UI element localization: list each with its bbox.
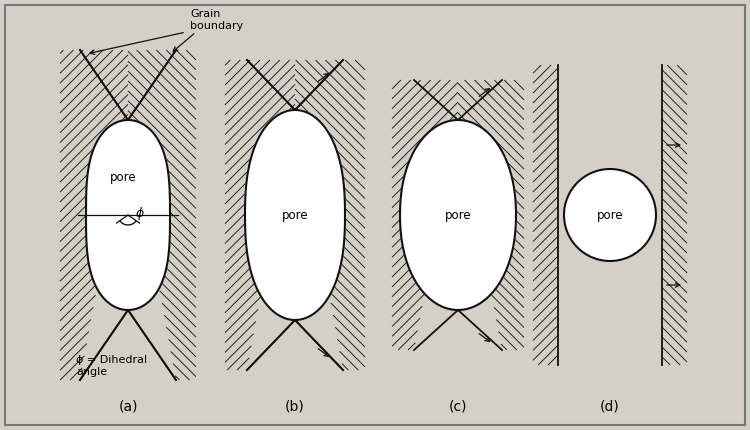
Text: ϕ: ϕ <box>136 206 144 219</box>
Text: pore: pore <box>282 209 308 221</box>
Polygon shape <box>245 110 345 320</box>
Text: (d): (d) <box>600 400 619 414</box>
Polygon shape <box>392 80 458 350</box>
Text: pore: pore <box>597 209 623 221</box>
Circle shape <box>564 169 656 261</box>
Text: ϕ = Dihedral
angle: ϕ = Dihedral angle <box>76 355 147 377</box>
Polygon shape <box>128 50 196 380</box>
Polygon shape <box>86 120 170 310</box>
Polygon shape <box>400 120 516 310</box>
Polygon shape <box>225 60 295 370</box>
Text: (a): (a) <box>118 400 138 414</box>
Polygon shape <box>295 60 365 370</box>
Text: Grain
boundary: Grain boundary <box>190 9 243 31</box>
Polygon shape <box>60 50 128 380</box>
Text: (c): (c) <box>448 400 467 414</box>
Polygon shape <box>458 80 524 350</box>
Polygon shape <box>662 65 687 365</box>
Text: (b): (b) <box>285 400 304 414</box>
Text: pore: pore <box>110 171 136 184</box>
Text: pore: pore <box>445 209 471 221</box>
Polygon shape <box>533 65 558 365</box>
